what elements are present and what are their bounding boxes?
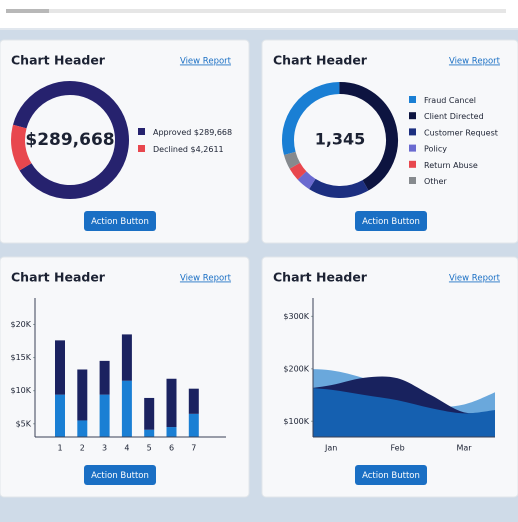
legend-swatch — [409, 112, 416, 120]
legend-swatch — [138, 128, 145, 135]
donut-segment — [13, 81, 129, 199]
legend-category: Approved — [153, 128, 191, 137]
card-title: Chart Header — [273, 53, 368, 68]
area — [313, 388, 495, 437]
donut-segment — [297, 171, 316, 190]
scroll-track — [6, 9, 506, 13]
view-report-link[interactable]: View Report — [180, 57, 232, 67]
donut-segment — [283, 151, 301, 169]
y-tick-label: $100K — [283, 417, 309, 426]
y-tick-label: $5K — [16, 419, 32, 428]
bar-segment — [188, 413, 199, 437]
card-title: Chart Header — [11, 270, 106, 285]
bar-segment — [121, 380, 132, 437]
legend-swatch — [409, 160, 416, 168]
bar-segment — [121, 334, 132, 381]
top-bar — [0, 0, 518, 28]
x-tick-label: 7 — [191, 444, 196, 453]
legend-category: Return Abuse — [424, 160, 478, 169]
legend-label: Approved $289,668 — [153, 128, 232, 137]
legend-label: Client Directed — [424, 112, 484, 121]
bar-segment — [55, 340, 65, 395]
action-button-label[interactable]: Action Button — [362, 217, 420, 227]
x-tick-label: Jan — [324, 444, 337, 453]
donut-segment — [339, 82, 398, 191]
legend-value: $289,668 — [194, 128, 232, 137]
donut-segment — [309, 178, 369, 198]
legend-label: Fraud Cancel — [424, 96, 476, 105]
legend-label: Declined $4,2611 — [153, 145, 224, 154]
bar-segment — [99, 360, 110, 395]
plot-area — [313, 369, 495, 437]
donut-center-label: $289,668 — [25, 130, 114, 150]
legend-category: Customer Request — [424, 128, 498, 137]
legend-swatch — [409, 128, 416, 136]
scroll-thumb — [6, 9, 49, 13]
y-tick-label: $300K — [283, 312, 309, 321]
y-tick-label: $10K — [10, 386, 31, 395]
x-tick-label: 3 — [102, 444, 107, 453]
legend-swatch — [409, 144, 416, 152]
bar-segment — [55, 394, 65, 437]
legend-category: Policy — [424, 144, 447, 153]
card-title: Chart Header — [273, 270, 368, 285]
bar-segment — [77, 420, 88, 437]
donut-segment — [289, 162, 307, 180]
bar-segment — [99, 394, 110, 437]
legend-category: Declined — [153, 145, 188, 154]
legend-swatch — [409, 96, 416, 103]
action-button[interactable] — [84, 211, 156, 231]
action-button-label[interactable]: Action Button — [362, 471, 420, 481]
x-tick-label: 5 — [147, 444, 152, 453]
donut-segment — [11, 124, 32, 171]
action-button-label[interactable]: Action Button — [91, 471, 149, 481]
legend-label: Other — [424, 177, 447, 186]
x-tick-label: 4 — [124, 444, 129, 453]
y-tick-label: $20K — [10, 320, 31, 329]
view-report-link[interactable]: View Report — [180, 274, 232, 284]
legend-value: $4,2611 — [191, 145, 224, 154]
y-tick-label: $15K — [10, 353, 31, 362]
card-title: Chart Header — [11, 53, 106, 68]
bar-segment — [188, 388, 199, 414]
action-button[interactable] — [355, 465, 427, 485]
legend-swatch — [138, 145, 145, 152]
divider — [0, 28, 518, 30]
view-report-link[interactable]: View Report — [449, 274, 501, 284]
legend-category: Fraud Cancel — [424, 96, 476, 105]
bar-segment — [144, 429, 155, 437]
legend-label: Return Abuse — [424, 160, 478, 169]
legend-category: Client Directed — [424, 112, 484, 121]
legend-swatch — [409, 177, 416, 184]
bar-segment — [166, 427, 177, 437]
y-tick-label: $200K — [283, 364, 309, 373]
x-tick-label: 1 — [57, 444, 62, 453]
legend-label: Policy — [424, 144, 447, 153]
x-tick-label: 2 — [80, 444, 85, 453]
view-report-link[interactable]: View Report — [449, 57, 501, 67]
action-button[interactable] — [84, 465, 156, 485]
bar-segment — [144, 397, 155, 430]
legend-category: Other — [424, 177, 447, 186]
bar-segment — [77, 369, 88, 421]
action-button[interactable] — [355, 211, 427, 231]
bar-segment — [166, 378, 177, 428]
x-tick-label: Feb — [391, 444, 405, 453]
donut-center-label: 1,345 — [315, 130, 366, 149]
donut-segment — [282, 82, 340, 156]
x-tick-label: Mar — [456, 444, 472, 453]
legend-label: Customer Request — [424, 128, 498, 137]
x-tick-label: 6 — [169, 444, 174, 453]
action-button-label[interactable]: Action Button — [91, 217, 149, 227]
